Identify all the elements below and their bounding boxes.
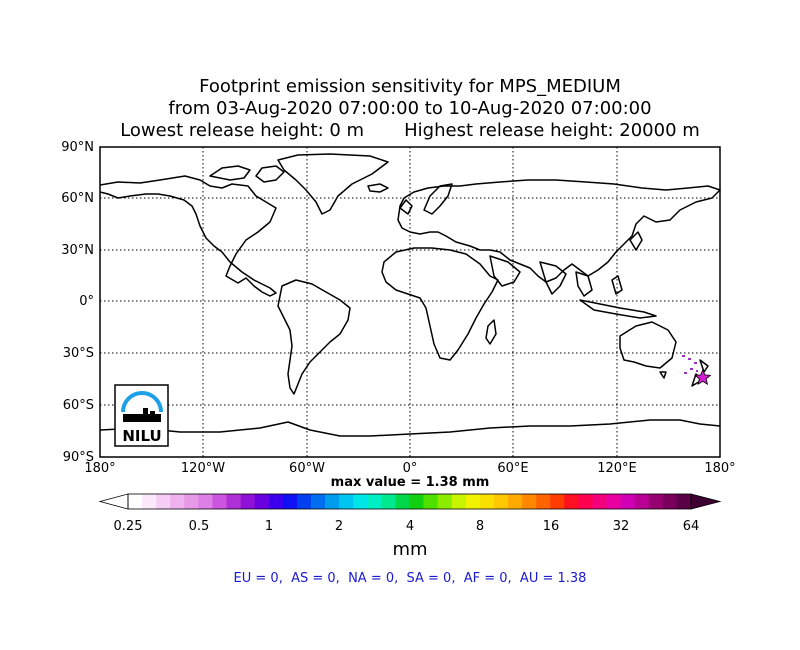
nilu-logo-text: NILU bbox=[122, 427, 161, 445]
colorbar-tick: 0.5 bbox=[189, 519, 210, 534]
colorbar-segment bbox=[381, 494, 396, 509]
colorbar-segment bbox=[156, 494, 171, 509]
colorbar-tick: 1 bbox=[265, 519, 273, 534]
colorbar-segment bbox=[198, 494, 213, 509]
colorbar-tick: 16 bbox=[543, 519, 560, 534]
colorbar-segment bbox=[268, 494, 284, 509]
colorbar-tick: 2 bbox=[335, 519, 343, 534]
lat-label: 0° bbox=[79, 294, 94, 309]
lat-label: 90°N bbox=[61, 140, 94, 155]
lon-label: 180° bbox=[704, 461, 735, 476]
colorbar-tick: 4 bbox=[406, 519, 414, 534]
release-point-marker bbox=[694, 368, 712, 386]
colorbar-segment bbox=[254, 494, 270, 509]
colorbar-segment bbox=[451, 494, 467, 509]
colorbar-segment bbox=[479, 494, 495, 509]
colorbar-segment bbox=[676, 494, 692, 509]
colorbar-segment bbox=[592, 494, 607, 509]
colorbar-segment bbox=[606, 494, 621, 509]
colorbar-segment bbox=[493, 494, 509, 509]
max-value-label: max value = 1.38 mm bbox=[331, 475, 490, 490]
map-title-line1: Footprint emission sensitivity for MPS_M… bbox=[199, 76, 621, 97]
colorbar-under-arrow bbox=[98, 493, 129, 510]
colorbar-segment bbox=[142, 494, 157, 509]
lat-label: 30°S bbox=[63, 346, 94, 361]
colorbar-tick: 8 bbox=[476, 519, 484, 534]
colorbar-frame bbox=[127, 493, 692, 510]
lon-label: 120°W bbox=[181, 461, 225, 476]
map-frame bbox=[99, 146, 721, 458]
footprint-sensitivity bbox=[682, 355, 698, 374]
colorbar-segment bbox=[620, 494, 636, 509]
colorbar-tick: 0.25 bbox=[114, 519, 143, 534]
colorbar-segment bbox=[282, 494, 298, 509]
lat-label: 30°N bbox=[61, 243, 94, 258]
nilu-logo: NILU bbox=[114, 384, 169, 447]
colorbar-segment bbox=[353, 494, 368, 509]
lat-label: 60°N bbox=[61, 191, 94, 206]
map-title-line3: Lowest release height: 0 m Highest relea… bbox=[120, 120, 700, 141]
colorbar-segment bbox=[310, 494, 326, 509]
colorbar-segment bbox=[226, 494, 241, 509]
colorbar-segment bbox=[550, 494, 565, 509]
coastlines bbox=[99, 153, 721, 437]
colorbar-segment bbox=[184, 494, 199, 509]
colorbar-segment bbox=[465, 494, 481, 509]
colorbar-segment bbox=[508, 494, 523, 509]
colorbar-unit: mm bbox=[392, 539, 427, 560]
region-totals: EU = 0, AS = 0, NA = 0, SA = 0, AF = 0, … bbox=[233, 571, 587, 586]
colorbar-segment bbox=[170, 494, 185, 509]
lon-label: 0° bbox=[403, 461, 418, 476]
colorbar-segment bbox=[296, 494, 312, 509]
map-title-line2: from 03-Aug-2020 07:00:00 to 10-Aug-2020… bbox=[168, 98, 652, 119]
colorbar-segment bbox=[409, 494, 424, 509]
lon-label: 120°E bbox=[597, 461, 637, 476]
colorbar-segment bbox=[128, 494, 143, 509]
colorbar-segment bbox=[212, 494, 227, 509]
colorbar-segment bbox=[634, 494, 650, 509]
colorbar-tick: 32 bbox=[613, 519, 630, 534]
colorbar-tick: 64 bbox=[683, 519, 700, 534]
colorbar-ticks: 0.25 0.5 1 2 4 8 16 32 64 bbox=[114, 519, 700, 534]
colorbar-over-arrow bbox=[690, 493, 722, 510]
colorbar-segment bbox=[564, 494, 579, 509]
colorbar-segment bbox=[437, 494, 453, 509]
colorbar-segment bbox=[648, 494, 664, 509]
colorbar-segment bbox=[325, 494, 340, 509]
colorbar-segment bbox=[367, 494, 382, 509]
colorbar-segment bbox=[522, 494, 537, 509]
colorbar-segment bbox=[339, 494, 354, 509]
colorbar-segment bbox=[536, 494, 551, 509]
longitude-labels: 180° 120°W 60°W 0° 60°E 120°E 180° bbox=[84, 461, 735, 476]
colorbar-segment bbox=[423, 494, 438, 509]
lon-label: 60°E bbox=[497, 461, 528, 476]
graticule bbox=[100, 147, 720, 457]
colorbar bbox=[98, 493, 722, 510]
colorbar-segment bbox=[662, 494, 678, 509]
lon-label: 180° bbox=[84, 461, 115, 476]
colorbar-segment bbox=[240, 494, 255, 509]
lat-label: 60°S bbox=[63, 398, 94, 413]
lat-label: 90°S bbox=[63, 450, 94, 465]
colorbar-segment bbox=[395, 494, 410, 509]
lon-label: 60°W bbox=[289, 461, 325, 476]
latitude-labels: 90°N 60°N 30°N 0° 30°S 60°S 90°S bbox=[61, 140, 94, 465]
colorbar-segment bbox=[578, 494, 593, 509]
